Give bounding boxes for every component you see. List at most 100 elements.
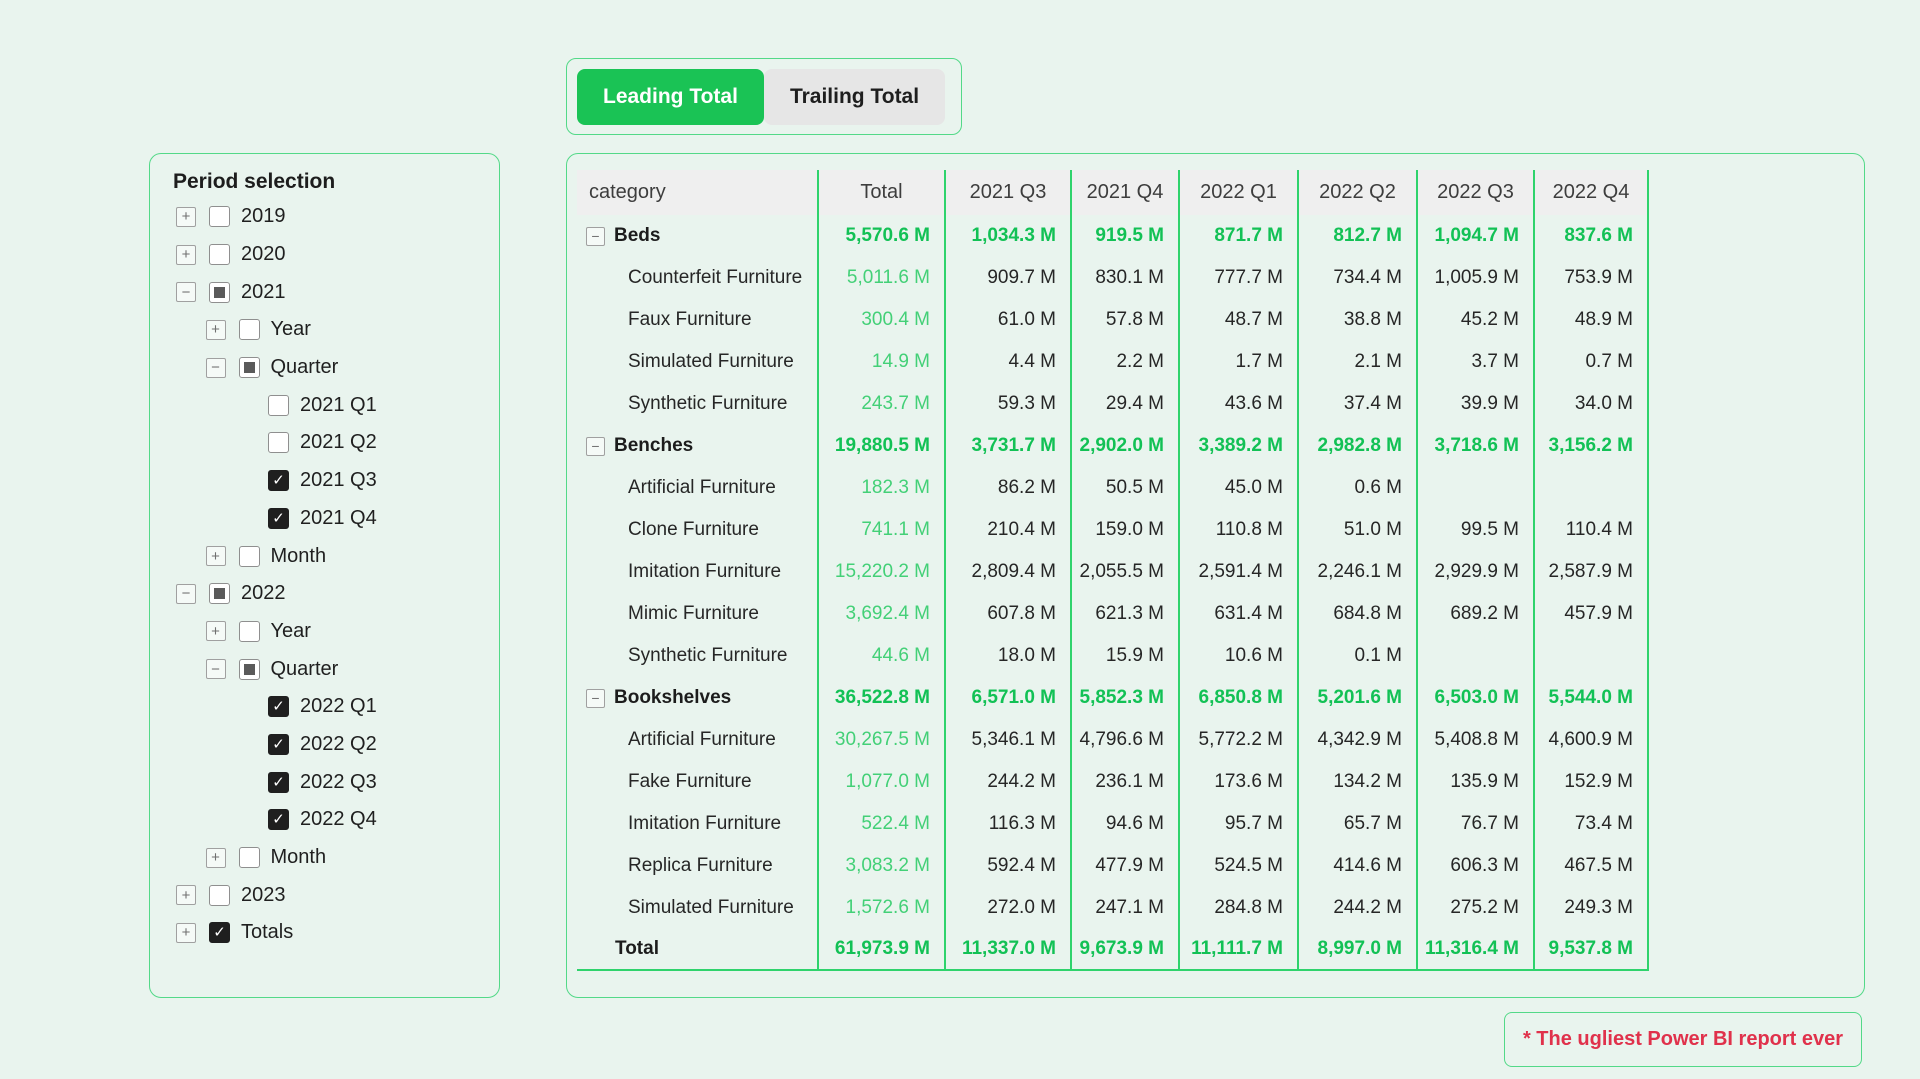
checkbox-2022-q4[interactable]: ✓ bbox=[268, 809, 289, 831]
checkbox-2023[interactable] bbox=[209, 884, 230, 906]
tree-label: 2022 Q3 bbox=[300, 770, 377, 793]
value-cell: 3.7 M bbox=[1418, 341, 1535, 383]
expand-icon[interactable]: + bbox=[176, 244, 196, 265]
collapse-icon[interactable]: − bbox=[586, 688, 605, 708]
value-cell: 631.4 M bbox=[1180, 593, 1299, 635]
value-cell: 73.4 M bbox=[1535, 803, 1649, 845]
checkbox-2022-q1[interactable]: ✓ bbox=[268, 696, 289, 718]
category-cell: Simulated Furniture bbox=[577, 887, 819, 929]
value-cell: 0.1 M bbox=[1299, 635, 1418, 677]
value-cell: 4,342.9 M bbox=[1299, 719, 1418, 761]
tree-item-month: + Month bbox=[150, 839, 499, 877]
table-row-mimic-furniture: Mimic Furniture 3,692.4 M 607.8 M 621.3 M 63… bbox=[577, 593, 1864, 635]
expand-icon[interactable]: + bbox=[205, 621, 226, 642]
checkbox-2021-q1[interactable] bbox=[268, 394, 289, 416]
value-cell: 5,201.6 M bbox=[1299, 677, 1418, 719]
column-header-2022-q4[interactable]: 2022 Q4 bbox=[1535, 170, 1649, 215]
table-row-beds: − Beds 5,570.6 M 1,034.3 M 919.5 M 871.7 M 812… bbox=[577, 215, 1864, 257]
category-cell: Total bbox=[577, 929, 819, 971]
checkbox-2022[interactable] bbox=[209, 583, 230, 605]
checkbox-year[interactable] bbox=[238, 319, 260, 341]
column-header-category[interactable]: category bbox=[577, 170, 819, 215]
value-cell: 1,005.9 M bbox=[1418, 257, 1535, 299]
row-label: Clone Furniture bbox=[628, 519, 759, 540]
column-header-2022-q1[interactable]: 2022 Q1 bbox=[1180, 170, 1299, 215]
checkbox-2022-q2[interactable]: ✓ bbox=[268, 733, 289, 755]
column-header-2021-q3[interactable]: 2021 Q3 bbox=[946, 170, 1072, 215]
tree-label: 2021 Q2 bbox=[300, 431, 377, 454]
value-cell: 45.0 M bbox=[1180, 467, 1299, 509]
checkbox-2020[interactable] bbox=[209, 244, 230, 266]
category-cell: − Benches bbox=[577, 425, 819, 467]
expand-icon[interactable]: + bbox=[205, 546, 226, 567]
value-cell: 592.4 M bbox=[946, 845, 1072, 887]
checkbox-month[interactable] bbox=[238, 545, 260, 567]
value-cell: 11,111.7 M bbox=[1180, 929, 1299, 971]
value-cell: 919.5 M bbox=[1072, 215, 1180, 257]
value-cell: 522.4 M bbox=[819, 803, 946, 845]
value-cell: 2,809.4 M bbox=[946, 551, 1072, 593]
tree-label: 2022 Q2 bbox=[300, 732, 377, 755]
value-cell: 414.6 M bbox=[1299, 845, 1418, 887]
value-cell: 2.2 M bbox=[1072, 341, 1180, 383]
row-label: Benches bbox=[614, 435, 694, 456]
collapse-icon[interactable]: − bbox=[176, 282, 196, 303]
value-cell: 467.5 M bbox=[1535, 845, 1649, 887]
expand-icon[interactable]: + bbox=[176, 885, 196, 906]
value-cell: 2,246.1 M bbox=[1299, 551, 1418, 593]
value-cell: 2,591.4 M bbox=[1180, 551, 1299, 593]
checkbox-2021-q4[interactable]: ✓ bbox=[268, 507, 289, 529]
indeterminate-mark bbox=[243, 362, 255, 374]
category-cell: Replica Furniture bbox=[577, 845, 819, 887]
table-row-imitation-furniture: Imitation Furniture 15,220.2 M 2,809.4 M 2,… bbox=[577, 551, 1864, 593]
value-cell: 9,537.8 M bbox=[1535, 929, 1649, 971]
value-cell: 6,571.0 M bbox=[946, 677, 1072, 719]
trailing-total-button[interactable]: Trailing Total bbox=[763, 68, 946, 125]
category-cell: Mimic Furniture bbox=[577, 593, 819, 635]
leading-total-button[interactable]: Leading Total bbox=[577, 68, 764, 125]
value-cell: 48.9 M bbox=[1535, 299, 1649, 341]
checkbox-2022-q3[interactable]: ✓ bbox=[268, 771, 289, 793]
checkbox-2021-q3[interactable]: ✓ bbox=[268, 470, 289, 492]
checkbox-2021-q2[interactable] bbox=[268, 432, 289, 454]
column-header-2022-q3[interactable]: 2022 Q3 bbox=[1418, 170, 1535, 215]
value-cell: 1,034.3 M bbox=[946, 215, 1072, 257]
category-cell: Imitation Furniture bbox=[577, 803, 819, 845]
indeterminate-mark bbox=[214, 286, 225, 298]
checkbox-2019[interactable] bbox=[209, 206, 230, 228]
checkbox-totals[interactable]: ✓ bbox=[209, 922, 230, 944]
collapse-icon[interactable]: − bbox=[205, 659, 226, 680]
column-header-2022-q2[interactable]: 2022 Q2 bbox=[1299, 170, 1418, 215]
tree-item-2020: +2020 bbox=[150, 236, 499, 274]
checkbox-2021[interactable] bbox=[209, 281, 230, 303]
value-cell: 275.2 M bbox=[1418, 887, 1535, 929]
tree-item-2021-q2: 2021 Q2 bbox=[150, 424, 499, 462]
checkbox-year[interactable] bbox=[238, 620, 260, 642]
checkbox-month[interactable] bbox=[238, 847, 260, 869]
collapse-icon[interactable]: − bbox=[205, 357, 226, 378]
row-label: Simulated Furniture bbox=[628, 351, 794, 372]
value-cell: 110.4 M bbox=[1535, 509, 1649, 551]
checkbox-quarter[interactable] bbox=[238, 357, 260, 379]
expand-icon[interactable]: + bbox=[176, 922, 196, 943]
value-cell: 99.5 M bbox=[1418, 509, 1535, 551]
category-cell: Counterfeit Furniture bbox=[577, 257, 819, 299]
tree-label: 2021 Q3 bbox=[300, 469, 377, 492]
category-cell: − Bookshelves bbox=[577, 677, 819, 719]
collapse-icon[interactable]: − bbox=[586, 226, 605, 246]
value-cell: 15.9 M bbox=[1072, 635, 1180, 677]
value-cell: 8,997.0 M bbox=[1299, 929, 1418, 971]
expand-icon[interactable]: + bbox=[176, 206, 196, 227]
expand-icon[interactable]: + bbox=[205, 319, 226, 340]
collapse-icon[interactable]: − bbox=[586, 436, 605, 456]
collapse-icon[interactable]: − bbox=[176, 583, 196, 604]
column-header-total[interactable]: Total bbox=[819, 170, 946, 215]
tree-label: Year bbox=[270, 318, 311, 341]
column-header-2021-q4[interactable]: 2021 Q4 bbox=[1072, 170, 1180, 215]
value-cell: 48.7 M bbox=[1180, 299, 1299, 341]
value-cell: 2,587.9 M bbox=[1535, 551, 1649, 593]
checkbox-quarter[interactable] bbox=[238, 658, 260, 680]
expand-icon[interactable]: + bbox=[205, 847, 226, 868]
